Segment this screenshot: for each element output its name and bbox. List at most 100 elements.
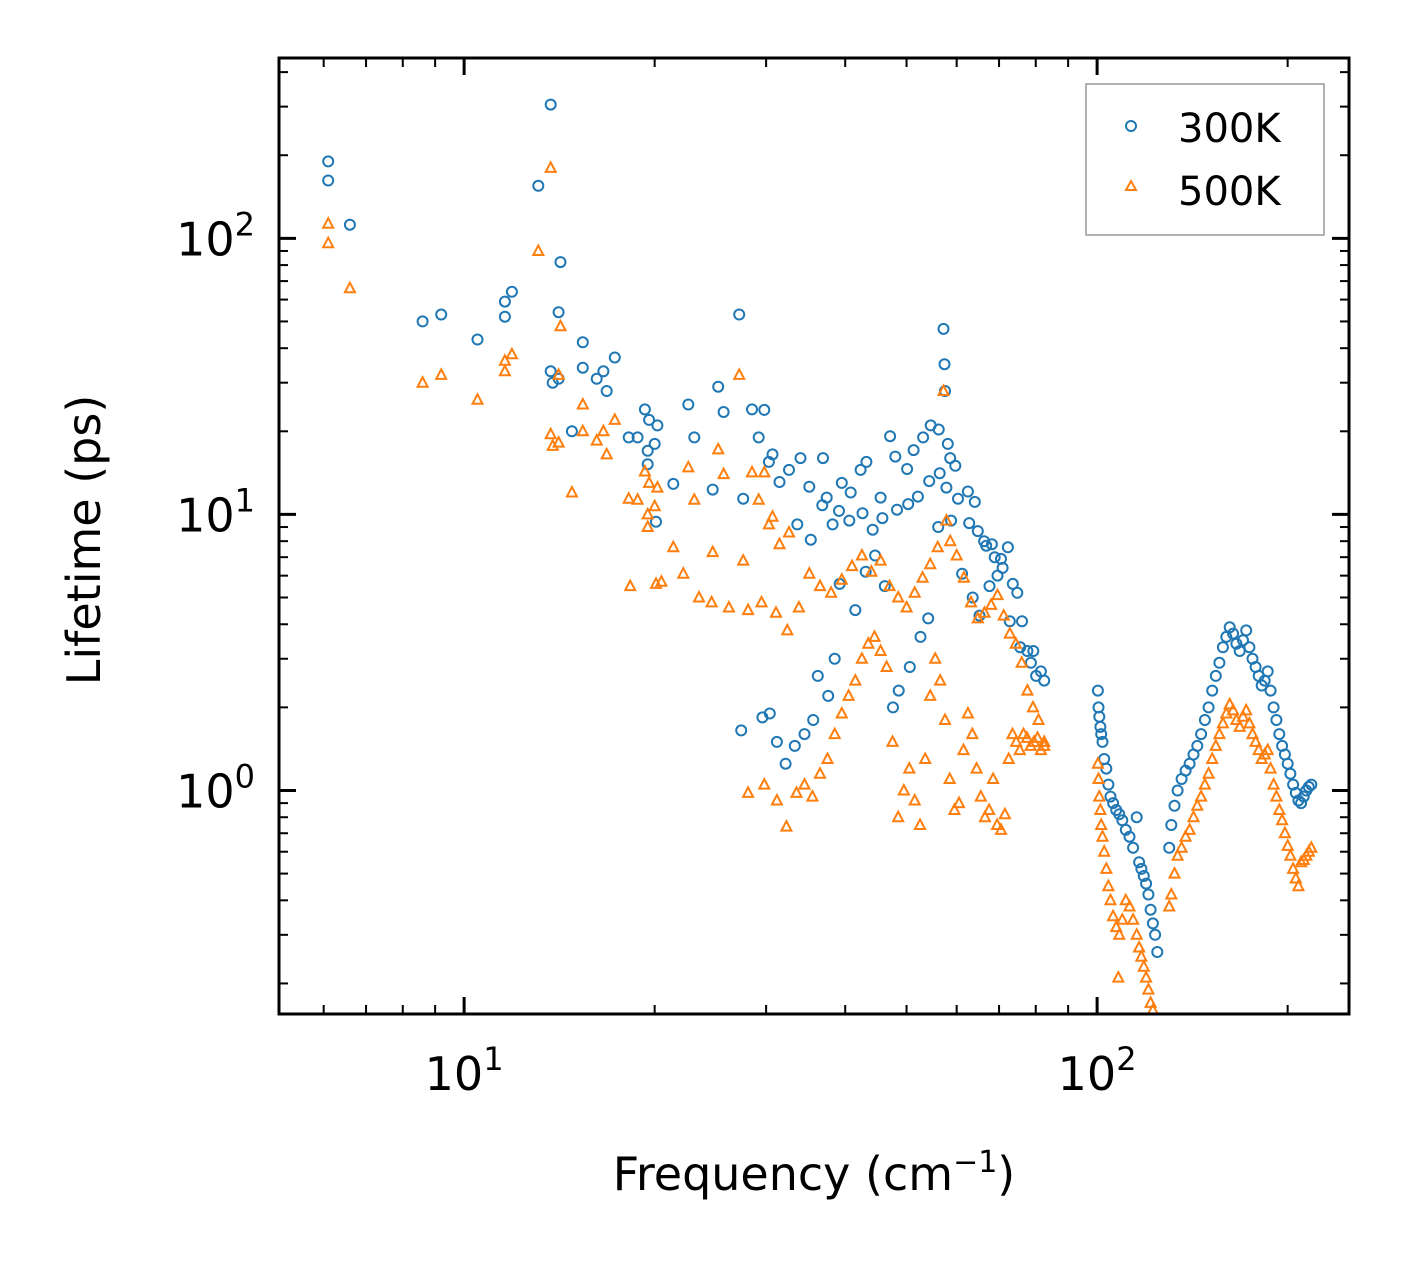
point-300k-90	[828, 652, 841, 665]
point-500k-13	[544, 426, 558, 440]
x-tick-label: 102	[1058, 1040, 1137, 1101]
point-500k-68	[899, 599, 914, 613]
point-500k-33	[681, 459, 695, 473]
point-300k-120	[902, 498, 915, 511]
point-300k-193	[1267, 701, 1280, 714]
point-500k-54	[754, 594, 769, 608]
point-500k-25	[638, 463, 652, 477]
point-500k-87	[1020, 682, 1035, 696]
point-300k-152	[1130, 811, 1143, 824]
point-500k-97	[805, 788, 820, 802]
point-500k-121	[947, 802, 962, 815]
point-500k-142	[1030, 730, 1045, 743]
point-300k-27	[648, 437, 661, 450]
point-500k-44	[765, 509, 780, 522]
point-300k-204	[1297, 790, 1310, 803]
data-points	[321, 98, 1318, 1014]
point-500k-55	[769, 605, 783, 618]
point-500k-157	[1112, 927, 1126, 940]
point-500k-80	[977, 605, 992, 618]
point-300k-206	[1302, 780, 1315, 793]
point-500k-5	[470, 392, 485, 405]
point-300k-70	[961, 485, 974, 498]
point-300k-164	[1168, 799, 1181, 812]
point-500k-182	[1201, 766, 1216, 779]
point-500k-176	[1178, 829, 1193, 842]
point-500k-146	[1091, 771, 1106, 784]
point-500k-116	[923, 688, 937, 701]
point-300k-162	[1163, 841, 1176, 854]
point-300k-46	[783, 463, 795, 476]
point-500k-41	[752, 492, 766, 505]
point-300k-122	[923, 475, 936, 488]
point-300k-58	[889, 450, 902, 463]
point-300k-130	[996, 561, 1009, 574]
point-500k-201	[1263, 760, 1278, 774]
point-500k-93	[770, 792, 784, 806]
point-500k-189	[1226, 702, 1240, 716]
point-500k-60	[824, 585, 838, 598]
point-500k-38	[732, 367, 746, 380]
point-500k-49	[676, 566, 690, 579]
point-300k-21	[600, 385, 613, 397]
point-500k-166	[1139, 969, 1153, 983]
point-500k-63	[855, 547, 869, 561]
point-500k-193	[1239, 702, 1253, 716]
point-300k-177	[1216, 641, 1229, 654]
point-300k-88	[811, 669, 824, 682]
point-300k-125	[952, 492, 964, 505]
point-500k-94	[779, 818, 794, 832]
point-300k-185	[1243, 641, 1256, 654]
point-500k-206	[1278, 825, 1292, 839]
point-300k-165	[1171, 784, 1184, 797]
point-300k-92	[849, 604, 862, 617]
point-500k-183	[1205, 751, 1219, 764]
point-500k-204	[1272, 802, 1286, 815]
point-500k-165	[1137, 959, 1151, 972]
point-500k-163	[1132, 939, 1146, 953]
y-tick-label: 102	[176, 205, 255, 266]
point-300k-33	[682, 398, 695, 411]
point-300k-53	[844, 486, 857, 499]
point-300k-134	[1034, 665, 1047, 678]
point-300k-131	[1006, 577, 1019, 590]
point-300k-153	[1133, 856, 1146, 869]
point-300k-39	[737, 492, 750, 505]
point-500k-70	[915, 570, 930, 583]
point-300k-103	[956, 567, 969, 580]
point-500k-184	[1209, 738, 1223, 751]
point-300k-80	[735, 724, 748, 737]
point-500k-8	[505, 346, 519, 360]
point-300k-3	[416, 315, 429, 328]
point-500k-118	[933, 672, 947, 686]
point-300k-73	[985, 538, 998, 551]
point-300k-111	[791, 518, 804, 531]
point-300k-83	[779, 757, 792, 770]
point-500k-173	[1167, 865, 1182, 879]
point-300k-160	[1149, 928, 1162, 941]
point-500k-126	[969, 760, 984, 774]
point-500k-109	[885, 734, 900, 747]
point-500k-78	[964, 594, 978, 608]
point-300k-28	[651, 419, 664, 432]
point-500k-36	[711, 441, 725, 455]
point-500k-160	[1122, 898, 1137, 912]
point-300k-173	[1202, 701, 1215, 714]
point-500k-95	[789, 785, 804, 798]
point-500k-82	[990, 587, 1005, 601]
point-500k-110	[891, 809, 905, 823]
point-300k-26	[643, 413, 656, 426]
point-300k-71	[968, 495, 981, 508]
point-500k-128	[978, 809, 992, 823]
point-500k-22	[608, 412, 622, 425]
point-500k-106	[867, 629, 882, 642]
point-500k-170	[1111, 969, 1125, 983]
point-300k-199	[1284, 767, 1297, 780]
point-300k-119	[891, 503, 903, 516]
point-500k-66	[882, 578, 897, 592]
point-500k-129	[982, 802, 996, 815]
point-300k-118	[876, 512, 889, 525]
point-300k-19	[590, 372, 603, 385]
point-500k-127	[974, 788, 988, 802]
point-300k-150	[1123, 830, 1136, 843]
